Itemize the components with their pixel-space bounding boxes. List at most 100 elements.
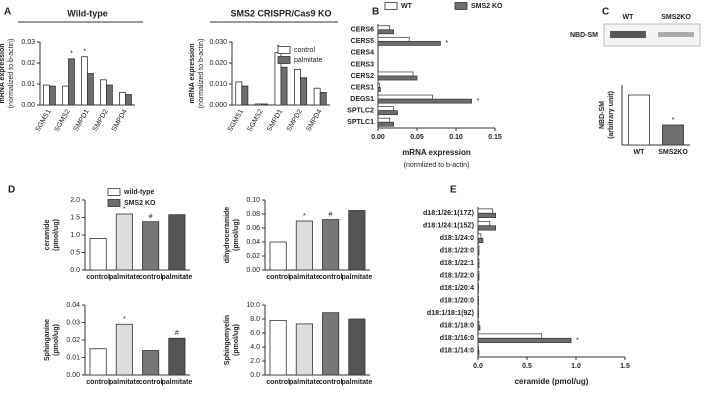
y-tick-label: 0.00 bbox=[21, 102, 35, 109]
y-tick-label: 0.02 bbox=[66, 337, 80, 344]
x-tick-label: palmitate bbox=[289, 274, 320, 281]
y-tick-label: 0.010 bbox=[209, 81, 227, 88]
x-tick-label: WT bbox=[634, 149, 646, 156]
x-tick-label: SMS2KO bbox=[658, 149, 688, 156]
blot-label: SMS2KO bbox=[661, 14, 691, 21]
y-tick-label: 1.5 bbox=[70, 214, 80, 221]
chart-title: Wild-type bbox=[67, 8, 107, 18]
bar bbox=[269, 241, 287, 271]
chart-title: SMS2 CRISPR/Cas9 KO bbox=[230, 8, 331, 18]
y-axis-label: mRNA expression bbox=[0, 43, 6, 103]
annotation: * bbox=[83, 49, 86, 56]
y-tick-label: 0.01 bbox=[66, 354, 80, 361]
bar bbox=[294, 68, 301, 106]
bar bbox=[168, 337, 186, 376]
bar bbox=[280, 66, 288, 106]
bar bbox=[119, 92, 126, 106]
legend-swatch bbox=[384, 2, 398, 10]
bar bbox=[115, 323, 133, 376]
bar bbox=[322, 219, 340, 271]
legend-label: palmitate bbox=[294, 57, 323, 64]
bar bbox=[477, 250, 480, 256]
panel-label: C bbox=[602, 7, 609, 18]
y-tick-label: CERS4 bbox=[351, 50, 374, 57]
legend-swatch bbox=[454, 2, 468, 10]
y-tick-label: d18:1/23:0 bbox=[440, 248, 474, 255]
y-tick-label: 1.0 bbox=[70, 232, 80, 239]
bar bbox=[377, 40, 441, 46]
y-tick-label: d18:1/20:0 bbox=[440, 298, 474, 305]
bar bbox=[377, 121, 394, 127]
y-axis-label: mRNA expression bbox=[189, 43, 196, 103]
panel-label: B bbox=[372, 7, 379, 18]
blot-label: WT bbox=[623, 14, 635, 21]
y-axis-sublabel: (normalized to b-actin) bbox=[8, 39, 15, 109]
y-tick-label: SPTLC2 bbox=[347, 108, 374, 115]
y-tick-label: 0.04 bbox=[66, 302, 80, 309]
x-tick-label: palmitate bbox=[109, 274, 140, 281]
x-tick-label: 1.5 bbox=[620, 363, 630, 370]
bar bbox=[89, 238, 107, 271]
bar bbox=[348, 318, 366, 376]
bar bbox=[477, 321, 480, 327]
bar bbox=[49, 85, 56, 106]
y-axis-sublabel: (pmol/ug) bbox=[233, 324, 240, 356]
legend-swatch bbox=[277, 46, 291, 54]
legend-label: SMS2 KO bbox=[124, 200, 156, 207]
y-tick-label: 4.0 bbox=[250, 344, 260, 351]
panel-label: A bbox=[4, 7, 11, 18]
bar bbox=[377, 106, 394, 112]
y-tick-label: d18:1/16:0 bbox=[440, 335, 474, 342]
y-tick-label: 0.02 bbox=[21, 60, 35, 67]
y-tick-label: d18:1/26:1(17Z) bbox=[423, 210, 474, 217]
bar bbox=[477, 258, 480, 264]
bar bbox=[348, 210, 366, 271]
y-tick-label: CERS5 bbox=[351, 38, 374, 45]
bar bbox=[662, 124, 684, 146]
annotation: * bbox=[70, 51, 73, 58]
y-tick-label: CERS3 bbox=[351, 61, 374, 68]
bar bbox=[477, 333, 543, 339]
x-tick-label: palmitate bbox=[342, 379, 373, 386]
bar bbox=[477, 325, 481, 331]
x-axis-label: ceramide (pmol/ug) bbox=[515, 377, 589, 386]
bar bbox=[100, 79, 107, 106]
y-axis-label: ceramide bbox=[44, 220, 51, 251]
y-tick-label: 8.0 bbox=[250, 316, 260, 323]
bar bbox=[377, 29, 394, 35]
y-tick-label: 0.030 bbox=[209, 39, 227, 46]
x-tick-label: palmitate bbox=[289, 379, 320, 386]
y-tick-label: 0.04 bbox=[246, 239, 260, 246]
bar bbox=[377, 25, 391, 31]
annotation: * bbox=[477, 98, 480, 105]
x-tick-label: control bbox=[86, 274, 110, 281]
bar bbox=[269, 319, 287, 376]
bar bbox=[377, 83, 380, 88]
y-tick-label: CERS1 bbox=[351, 84, 374, 91]
bar bbox=[89, 348, 107, 376]
y-tick-label: CERS6 bbox=[351, 27, 374, 34]
y-tick-label: d18:1/18:1(9Z) bbox=[427, 310, 474, 317]
x-tick-label: 0.10 bbox=[449, 134, 463, 141]
bar bbox=[477, 271, 480, 277]
bar bbox=[477, 225, 496, 231]
bar bbox=[477, 221, 491, 227]
annotation: * bbox=[123, 206, 126, 213]
annotation: * bbox=[576, 337, 579, 344]
bar bbox=[377, 110, 398, 116]
blot-frame bbox=[603, 23, 701, 47]
annotation: * bbox=[672, 117, 675, 124]
bar bbox=[477, 337, 572, 343]
y-tick-label: d18:1/22:1 bbox=[440, 260, 474, 267]
x-tick-label: 0.00 bbox=[371, 134, 385, 141]
y-tick-label: 0.5 bbox=[70, 249, 80, 256]
y-tick-label: 0.03 bbox=[66, 319, 80, 326]
y-tick-label: 0.08 bbox=[246, 211, 260, 218]
blot-title: NBD-SM bbox=[570, 32, 598, 39]
y-axis-label: NBD-SM bbox=[599, 101, 606, 129]
bar bbox=[377, 75, 418, 81]
x-tick-label: control bbox=[266, 274, 290, 281]
bar bbox=[142, 350, 160, 376]
y-axis-sublabel: (arbitrary unit) bbox=[608, 91, 615, 139]
